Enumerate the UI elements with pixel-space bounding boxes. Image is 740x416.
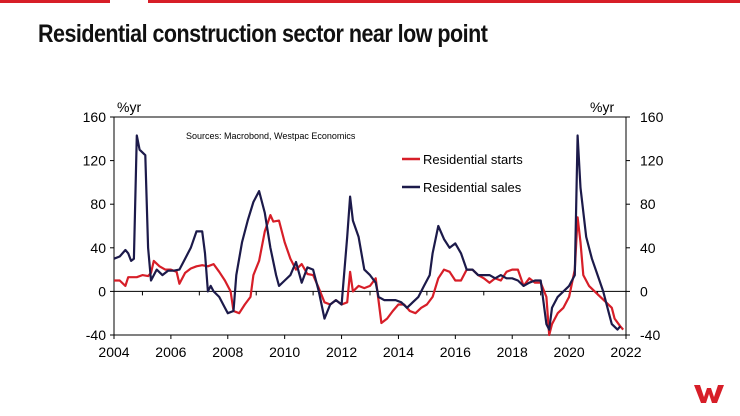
- westpac-logo-icon: [694, 385, 724, 403]
- y-tick-label-left: 0: [98, 283, 106, 299]
- y-tick-label-right: 160: [640, 109, 664, 125]
- y-tick-label-right: 80: [640, 196, 656, 212]
- y-tick-label-left: 80: [90, 196, 106, 212]
- top-accent-bar: [0, 0, 740, 3]
- x-tick-label: 2018: [497, 344, 528, 360]
- x-tick-label: 2008: [212, 344, 243, 360]
- legend-label-starts: Residential starts: [423, 152, 523, 167]
- x-tick-label: 2004: [98, 344, 129, 360]
- x-tick-label: 2010: [269, 344, 300, 360]
- x-tick-label: 2016: [440, 344, 471, 360]
- x-tick-label: 2022: [610, 344, 641, 360]
- x-tick-label: 2014: [383, 344, 414, 360]
- x-tick-label: 2020: [554, 344, 585, 360]
- top-accent-tab: [110, 0, 148, 3]
- x-tick-label: 2012: [326, 344, 357, 360]
- series-line-starts: [114, 214, 625, 337]
- y-tick-label-left: 40: [90, 240, 106, 256]
- y-tick-label-left: -40: [86, 327, 106, 343]
- series-line-sales: [113, 134, 622, 331]
- plot-frame: [113, 116, 627, 336]
- y-tick-label-left: 160: [83, 109, 107, 125]
- y-tick-label-right: 120: [640, 153, 664, 169]
- page-title: Residential construction sector near low…: [38, 20, 488, 48]
- y-tick-label-right: 40: [640, 240, 656, 256]
- chart-source: Sources: Macrobond, Westpac Economics: [186, 131, 356, 141]
- y-tick-label-left: 120: [83, 153, 107, 169]
- legend-label-sales: Residential sales: [423, 180, 522, 195]
- y-tick-label-right: -40: [640, 327, 660, 343]
- y-tick-label-right: 0: [640, 283, 648, 299]
- y-axis-unit-left: %yr: [117, 99, 141, 115]
- y-axis-unit-right: %yr: [590, 99, 614, 115]
- x-tick-label: 2006: [155, 344, 186, 360]
